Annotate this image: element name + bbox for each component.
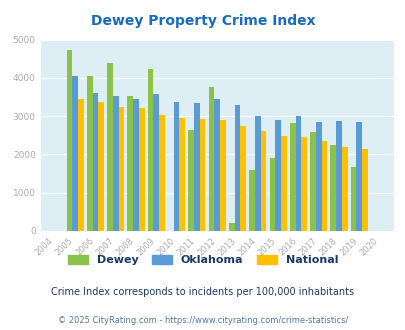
Bar	[289, 123, 295, 231]
Bar	[260, 131, 266, 231]
Bar	[208, 87, 214, 231]
Bar	[92, 93, 98, 231]
Bar	[133, 99, 139, 231]
Bar	[159, 115, 164, 231]
Bar	[330, 145, 335, 231]
Bar	[234, 105, 240, 231]
Bar	[254, 116, 260, 231]
Bar	[147, 69, 153, 231]
Text: © 2025 CityRating.com - https://www.cityrating.com/crime-statistics/: © 2025 CityRating.com - https://www.city…	[58, 315, 347, 325]
Bar	[72, 76, 78, 231]
Bar	[295, 116, 301, 231]
Bar	[98, 102, 104, 231]
Bar	[341, 147, 347, 231]
Bar	[139, 108, 144, 231]
Bar	[214, 99, 220, 231]
Bar	[356, 122, 361, 231]
Bar	[173, 102, 179, 231]
Bar	[269, 158, 275, 231]
Bar	[321, 141, 326, 231]
Text: Dewey Property Crime Index: Dewey Property Crime Index	[90, 15, 315, 28]
Bar	[118, 107, 124, 231]
Bar	[350, 167, 356, 231]
Bar	[199, 119, 205, 231]
Bar	[309, 132, 315, 231]
Legend: Dewey, Oklahoma, National: Dewey, Oklahoma, National	[64, 251, 341, 269]
Bar	[78, 99, 83, 231]
Bar	[179, 118, 185, 231]
Bar	[66, 50, 72, 231]
Text: Crime Index corresponds to incidents per 100,000 inhabitants: Crime Index corresponds to incidents per…	[51, 287, 354, 297]
Bar	[113, 96, 118, 231]
Bar	[228, 223, 234, 231]
Bar	[335, 121, 341, 231]
Bar	[315, 121, 321, 231]
Bar	[249, 170, 254, 231]
Bar	[220, 120, 225, 231]
Bar	[153, 94, 159, 231]
Bar	[127, 96, 133, 231]
Bar	[275, 119, 280, 231]
Bar	[361, 149, 367, 231]
Bar	[87, 76, 92, 231]
Bar	[107, 63, 113, 231]
Bar	[240, 126, 245, 231]
Bar	[301, 137, 306, 231]
Bar	[194, 103, 199, 231]
Bar	[280, 136, 286, 231]
Bar	[188, 130, 194, 231]
